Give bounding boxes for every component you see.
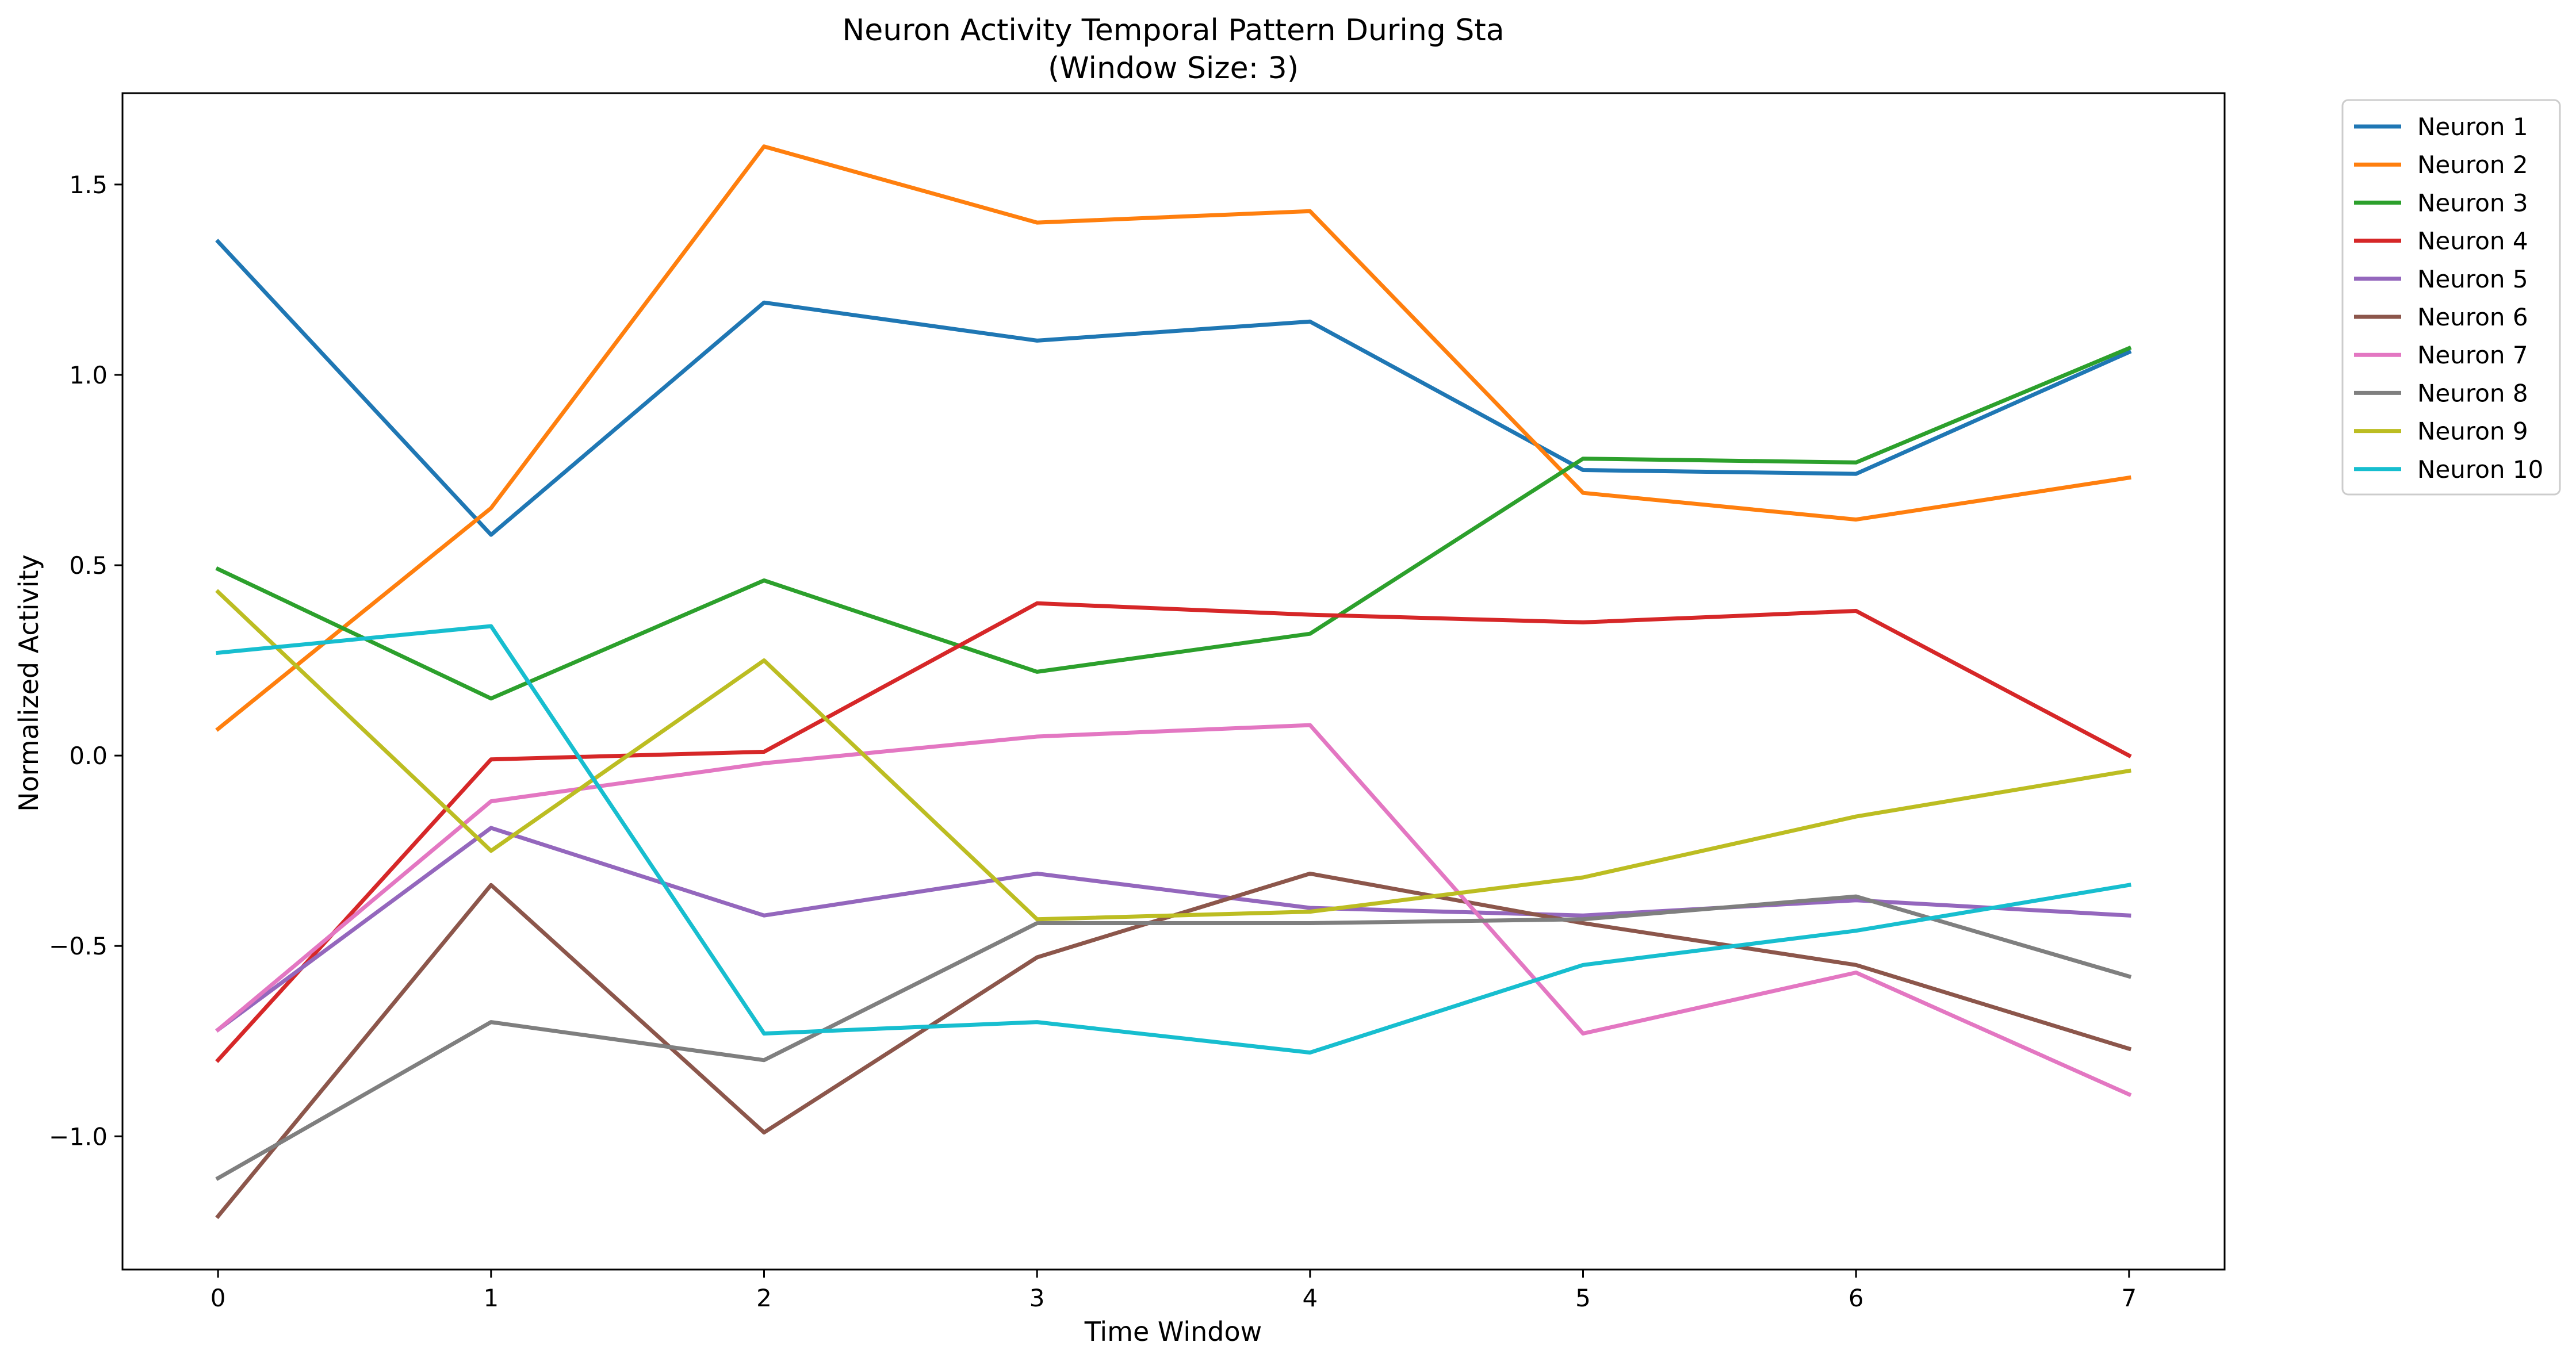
x-tick-label: 7 — [2121, 1284, 2137, 1312]
y-tick-label: 1.5 — [69, 171, 108, 199]
series-lines — [215, 144, 2132, 1220]
x-tick-label: 4 — [1302, 1284, 1318, 1312]
legend-label: Neuron 10 — [2417, 455, 2543, 484]
x-tick-label: 2 — [756, 1284, 772, 1312]
x-tick-label: 0 — [210, 1284, 226, 1312]
legend-label: Neuron 3 — [2417, 189, 2528, 217]
x-tick-label: 5 — [1575, 1284, 1591, 1312]
x-axis-label: Time Window — [1084, 1316, 1262, 1347]
y-tick-label: −1.0 — [49, 1122, 108, 1151]
series-line-neuron-9 — [215, 589, 2131, 922]
y-tick-label: 0.5 — [69, 551, 108, 580]
legend-label: Neuron 5 — [2417, 265, 2528, 293]
series-line-neuron-7 — [215, 723, 2132, 1098]
series-line-neuron-10 — [216, 624, 2131, 1055]
chart-title-group: Neuron Activity Temporal Pattern During … — [842, 13, 1504, 86]
series-line-neuron-8 — [215, 894, 2132, 1181]
legend-label: Neuron 4 — [2417, 227, 2528, 255]
legend-label: Neuron 1 — [2417, 113, 2528, 141]
plot-frame — [121, 92, 2226, 1271]
x-tick-label: 6 — [1848, 1284, 1864, 1312]
series-line-neuron-2 — [215, 144, 2131, 732]
chart-title: Neuron Activity Temporal Pattern During … — [842, 13, 1504, 48]
y-tick-label: −0.5 — [49, 932, 108, 960]
x-tick-label: 3 — [1029, 1284, 1045, 1312]
series-line-neuron-3 — [215, 346, 2132, 701]
legend-label: Neuron 2 — [2417, 151, 2528, 179]
legend: Neuron 1 Neuron 2 Neuron 3 Neuron 4 Neuron 5… — [2341, 99, 2561, 496]
legend-box — [2341, 99, 2561, 496]
x-tick-label: 1 — [483, 1284, 499, 1312]
legend-label: Neuron 8 — [2417, 379, 2528, 407]
series-line-neuron-4 — [215, 601, 2132, 1063]
axes: 0 1 2 3 4 5 6 7 −1.0 −0.5 0.0 0.5 1.0 1.5 — [49, 171, 2137, 1312]
legend-label: Neuron 6 — [2417, 303, 2528, 331]
chart-subtitle: (Window Size: 3) — [1048, 51, 1299, 86]
legend-label: Neuron 7 — [2417, 341, 2528, 369]
series-line-neuron-5 — [215, 826, 2131, 1033]
y-axis-label: Normalized Activity — [13, 554, 44, 812]
series-line-neuron-1 — [215, 239, 2132, 537]
legend-label: Neuron 9 — [2417, 417, 2528, 446]
y-tick-label: 0.0 — [69, 742, 108, 770]
y-tick-label: 1.0 — [69, 361, 108, 389]
